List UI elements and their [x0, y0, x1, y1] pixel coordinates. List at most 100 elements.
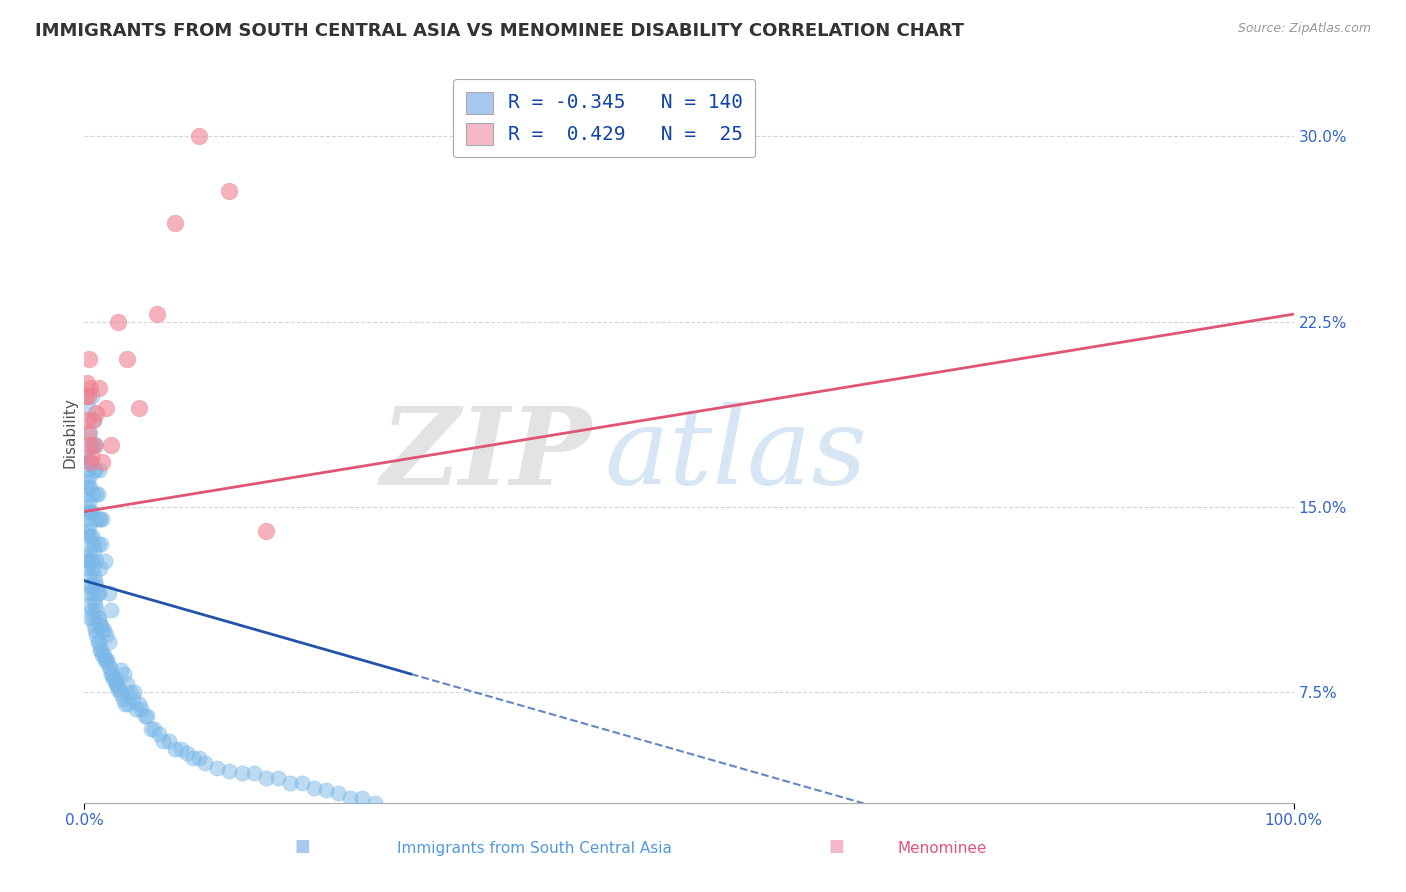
- Point: [107, 682, 129, 697]
- Point: [80, 554, 103, 568]
- Point: [115, 351, 138, 366]
- Point: [128, 697, 150, 711]
- Point: [79, 579, 101, 593]
- Point: [115, 677, 138, 691]
- Point: [77, 480, 100, 494]
- Point: [79, 529, 101, 543]
- Point: [125, 702, 148, 716]
- Point: [108, 682, 131, 697]
- Point: [94, 628, 117, 642]
- Point: [91, 623, 114, 637]
- Point: [84, 623, 107, 637]
- Point: [82, 611, 104, 625]
- Point: [128, 401, 150, 415]
- Point: [87, 611, 110, 625]
- Point: [77, 401, 100, 415]
- Point: [110, 687, 132, 701]
- Point: [76, 500, 98, 514]
- Point: [86, 487, 108, 501]
- Point: [100, 603, 122, 617]
- Point: [188, 129, 211, 144]
- Text: atlas: atlas: [605, 402, 868, 508]
- Point: [80, 389, 103, 403]
- Point: [83, 438, 105, 452]
- Point: [218, 184, 240, 198]
- Point: [328, 786, 350, 800]
- Point: [87, 462, 110, 476]
- Point: [148, 727, 170, 741]
- Point: [87, 635, 110, 649]
- Point: [80, 505, 103, 519]
- Point: [77, 544, 100, 558]
- Point: [315, 783, 337, 797]
- Point: [117, 697, 139, 711]
- Point: [103, 673, 125, 687]
- Point: [77, 438, 100, 452]
- Point: [93, 623, 115, 637]
- Point: [339, 790, 361, 805]
- Point: [76, 561, 98, 575]
- Point: [75, 512, 97, 526]
- Point: [87, 512, 110, 526]
- Point: [83, 544, 105, 558]
- Point: [77, 351, 100, 366]
- Point: [94, 653, 117, 667]
- Point: [80, 529, 103, 543]
- Point: [77, 599, 100, 613]
- Text: Source: ZipAtlas.com: Source: ZipAtlas.com: [1237, 22, 1371, 36]
- Point: [143, 722, 166, 736]
- Point: [86, 628, 108, 642]
- Point: [121, 692, 143, 706]
- Point: [76, 450, 98, 465]
- Point: [157, 734, 180, 748]
- Point: [105, 677, 128, 691]
- Point: [79, 425, 101, 440]
- Point: [83, 618, 105, 632]
- Point: [254, 771, 277, 785]
- Point: [79, 455, 101, 469]
- Point: [97, 586, 120, 600]
- Point: [91, 648, 114, 662]
- Text: Menominee: Menominee: [897, 841, 987, 856]
- Point: [90, 618, 112, 632]
- Point: [188, 751, 211, 765]
- Point: [87, 381, 110, 395]
- Point: [120, 685, 142, 699]
- Point: [79, 381, 101, 395]
- Point: [207, 761, 229, 775]
- Point: [97, 635, 120, 649]
- Point: [76, 413, 98, 427]
- Point: [254, 524, 277, 539]
- Point: [84, 599, 107, 613]
- Point: [89, 642, 111, 657]
- Point: [170, 741, 193, 756]
- Point: [83, 413, 105, 427]
- Point: [302, 780, 325, 795]
- Point: [86, 586, 108, 600]
- Point: [139, 722, 162, 736]
- Point: [181, 751, 204, 765]
- Point: [97, 660, 120, 674]
- Point: [86, 487, 108, 501]
- Point: [79, 480, 101, 494]
- Point: [165, 216, 187, 230]
- Point: [89, 512, 111, 526]
- Legend: R = -0.345   N = 140, R =  0.429   N =  25: R = -0.345 N = 140, R = 0.429 N = 25: [453, 78, 755, 157]
- Point: [104, 677, 127, 691]
- Point: [152, 734, 174, 748]
- Point: [83, 593, 105, 607]
- Point: [89, 618, 111, 632]
- Point: [122, 685, 145, 699]
- Point: [77, 389, 100, 403]
- Text: IMMIGRANTS FROM SOUTH CENTRAL ASIA VS MENOMINEE DISABILITY CORRELATION CHART: IMMIGRANTS FROM SOUTH CENTRAL ASIA VS ME…: [35, 22, 965, 40]
- Point: [77, 505, 100, 519]
- Point: [114, 697, 136, 711]
- Point: [93, 648, 115, 662]
- Point: [90, 536, 112, 550]
- Point: [80, 450, 103, 465]
- Text: ■: ■: [294, 837, 311, 855]
- Point: [96, 653, 118, 667]
- Point: [82, 586, 104, 600]
- Text: Immigrants from South Central Asia: Immigrants from South Central Asia: [396, 841, 672, 856]
- Point: [75, 549, 97, 563]
